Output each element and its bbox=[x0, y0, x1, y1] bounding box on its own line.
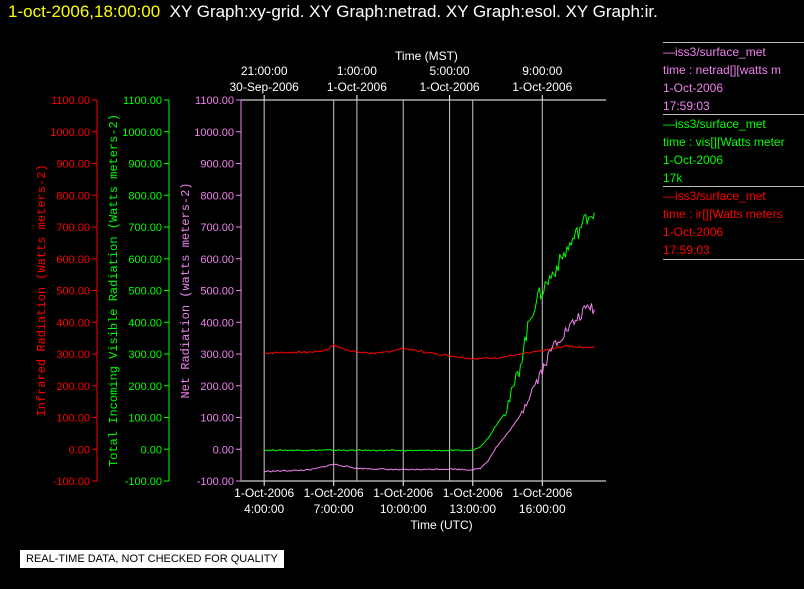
top-tick-label-time: 21:00:00 bbox=[241, 64, 288, 78]
x-tick-label-time: 13:00:00 bbox=[449, 502, 496, 516]
y-tick-label-netrad: 1000.00 bbox=[194, 127, 234, 139]
y-tick-label-netrad: 800.00 bbox=[200, 190, 234, 202]
top-tick-label-time: 1:00:00 bbox=[337, 64, 377, 78]
quality-disclaimer: REAL-TIME DATA, NOT CHECKED FOR QUALITY bbox=[20, 550, 284, 568]
y-tick-label-netrad: 400.00 bbox=[200, 317, 234, 329]
y-tick-label-netrad: 1100.00 bbox=[195, 95, 234, 107]
y-tick-label-infrared: 1100.00 bbox=[51, 95, 90, 107]
legend-separator bbox=[663, 42, 804, 43]
y-tick-label-visible: 400.00 bbox=[128, 317, 162, 329]
legend-netrad-date: 1-Oct-2006 bbox=[663, 81, 724, 95]
legend-ir-date: 1-Oct-2006 bbox=[663, 225, 724, 239]
y-tick-label-netrad: 500.00 bbox=[200, 286, 234, 298]
y-tick-label-infrared: 500.00 bbox=[56, 286, 90, 298]
legend-netrad-source: —iss3/surface_met bbox=[663, 45, 766, 59]
y-axis-label-infrared: Infrared Radiation (Watts meters-2) bbox=[35, 164, 49, 416]
x-axis-label-utc: Time (UTC) bbox=[410, 518, 472, 532]
y-tick-label-visible: 700.00 bbox=[128, 222, 162, 234]
x-axis-label-mst: Time (MST) bbox=[395, 49, 458, 63]
y-tick-label-infrared: 400.00 bbox=[56, 317, 90, 329]
y-tick-label-netrad: 700.00 bbox=[200, 222, 234, 234]
y-tick-label-visible: 900.00 bbox=[128, 159, 162, 171]
x-tick-label-time: 7:00:00 bbox=[314, 502, 354, 516]
top-tick-label-time: 5:00:00 bbox=[430, 64, 470, 78]
y-axis-label-visible: Total Incoming Visible Radiation (Watts … bbox=[107, 114, 121, 467]
legend-vis-source: —iss3/surface_met bbox=[663, 117, 766, 131]
y-tick-label-netrad: 100.00 bbox=[200, 413, 234, 425]
x-tick-label-date: 1-Oct-2006 bbox=[443, 486, 503, 500]
y-tick-label-infrared: 200.00 bbox=[56, 381, 90, 393]
y-tick-label-netrad: 0.00 bbox=[213, 444, 234, 456]
y-tick-label-visible: 1000.00 bbox=[122, 127, 162, 139]
legend-vis-variable: time : vis[][Watts meter bbox=[663, 135, 785, 149]
top-tick-label-date: 1-Oct-2006 bbox=[512, 80, 572, 94]
series-netrad-line bbox=[264, 303, 595, 473]
legend-ir: —iss3/surface_met time : ir[][Watts mete… bbox=[663, 186, 804, 260]
x-tick-label-time: 4:00:00 bbox=[244, 502, 284, 516]
legend-netrad: —iss3/surface_met time : netrad[][watts … bbox=[663, 42, 804, 115]
top-tick-label-time: 9:00:00 bbox=[522, 64, 562, 78]
legend-separator bbox=[663, 259, 804, 260]
x-tick-label-date: 1-Oct-2006 bbox=[234, 486, 294, 500]
y-tick-label-netrad: 600.00 bbox=[200, 254, 234, 266]
series-visible-line bbox=[264, 212, 595, 452]
y-tick-label-infrared: 800.00 bbox=[56, 190, 90, 202]
legend-separator bbox=[663, 114, 804, 115]
graph-header: 1-oct-2006,18:00:00 XY Graph:xy-grid. XY… bbox=[8, 2, 658, 22]
y-tick-label-netrad: 300.00 bbox=[200, 349, 234, 361]
x-tick-label-time: 16:00:00 bbox=[519, 502, 566, 516]
legend-separator bbox=[663, 186, 804, 187]
header-graph-list: XY Graph:xy-grid. XY Graph:netrad. XY Gr… bbox=[169, 2, 658, 21]
series-infrared-line bbox=[264, 343, 595, 361]
x-tick-label-date: 1-Oct-2006 bbox=[512, 486, 572, 500]
y-tick-label-infrared: -100.00 bbox=[53, 476, 90, 488]
y-tick-label-visible: 800.00 bbox=[128, 190, 162, 202]
y-tick-label-visible: 600.00 bbox=[128, 254, 162, 266]
y-tick-label-infrared: 1000.00 bbox=[50, 127, 90, 139]
x-tick-label-date: 1-Oct-2006 bbox=[304, 486, 364, 500]
top-tick-label-date: 30-Sep-2006 bbox=[229, 80, 299, 94]
y-tick-label-infrared: 100.00 bbox=[56, 413, 90, 425]
header-timestamp: 1-oct-2006,18:00:00 bbox=[8, 2, 161, 21]
y-axis-label-netrad: Net Radiation (watts meters-2) bbox=[179, 182, 193, 398]
x-tick-label-time: 10:00:00 bbox=[380, 502, 427, 516]
y-tick-label-netrad: -100.00 bbox=[197, 476, 234, 488]
legend-vis: —iss3/surface_met time : vis[][Watts met… bbox=[663, 114, 804, 187]
y-tick-label-infrared: 600.00 bbox=[56, 254, 90, 266]
y-tick-label-visible: 0.00 bbox=[141, 444, 162, 456]
y-tick-label-visible: 300.00 bbox=[128, 349, 162, 361]
legend-ir-variable: time : ir[][Watts meters bbox=[663, 207, 783, 221]
top-tick-label-date: 1-Oct-2006 bbox=[327, 80, 387, 94]
legend-netrad-variable: time : netrad[][watts m bbox=[663, 63, 782, 77]
legend-ir-source: —iss3/surface_met bbox=[663, 189, 766, 203]
y-tick-label-visible: -100.00 bbox=[125, 476, 162, 488]
y-tick-label-visible: 1100.00 bbox=[123, 95, 162, 107]
y-tick-label-netrad: 900.00 bbox=[200, 159, 234, 171]
top-tick-label-date: 1-Oct-2006 bbox=[420, 80, 480, 94]
y-tick-label-netrad: 200.00 bbox=[200, 381, 234, 393]
y-tick-label-visible: 200.00 bbox=[128, 381, 162, 393]
y-tick-label-infrared: 700.00 bbox=[56, 222, 90, 234]
legend-netrad-time: 17:59:03 bbox=[663, 99, 710, 113]
legend-vis-time: 17k bbox=[663, 171, 683, 185]
y-tick-label-infrared: 0.00 bbox=[69, 444, 90, 456]
legend-ir-time: 17:59:03 bbox=[663, 243, 710, 257]
y-tick-label-infrared: 900.00 bbox=[56, 159, 90, 171]
legend-vis-date: 1-Oct-2006 bbox=[663, 153, 724, 167]
x-tick-label-date: 1-Oct-2006 bbox=[373, 486, 433, 500]
y-tick-label-visible: 100.00 bbox=[128, 413, 162, 425]
y-tick-label-visible: 500.00 bbox=[128, 286, 162, 298]
y-tick-label-infrared: 300.00 bbox=[56, 349, 90, 361]
